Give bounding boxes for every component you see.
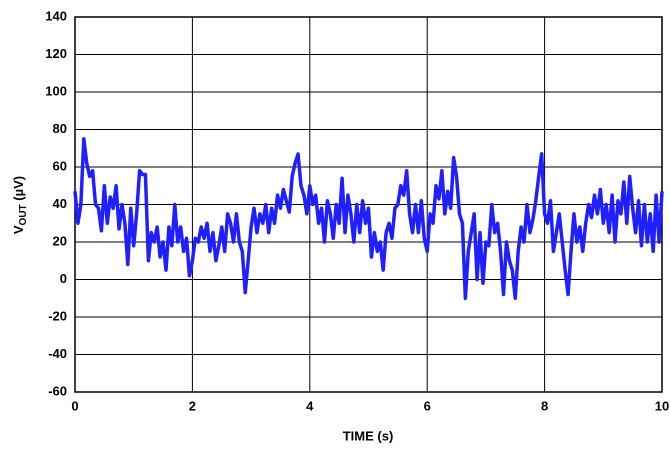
x-tick-label: 4 [306,398,314,413]
x-tick-label: 8 [541,398,548,413]
y-tick-label: 100 [45,83,67,98]
x-tick-label: 2 [189,398,196,413]
x-tick-label: 6 [424,398,431,413]
y-tick-label: 40 [53,196,67,211]
y-tick-label: -60 [48,383,67,398]
y-label-rest: (µV) [11,176,26,204]
y-label-main: V [11,225,26,234]
y-tick-label: -40 [48,346,67,361]
y-tick-label: 140 [45,8,67,23]
y-tick-label: 20 [53,233,67,248]
x-axis-label: TIME (s) [343,428,394,443]
y-tick-label: 80 [53,121,67,136]
y-tick-label: 0 [60,271,67,286]
x-tick-label: 10 [655,398,669,413]
y-tick-label: 120 [45,46,67,61]
x-tick-label: 0 [71,398,78,413]
y-axis-label: VOUT (µV) [11,176,28,234]
y-label-sub: OUT [18,204,29,225]
data-line [73,137,664,300]
y-tick-label: -20 [48,308,67,323]
y-tick-label: 60 [53,158,67,173]
